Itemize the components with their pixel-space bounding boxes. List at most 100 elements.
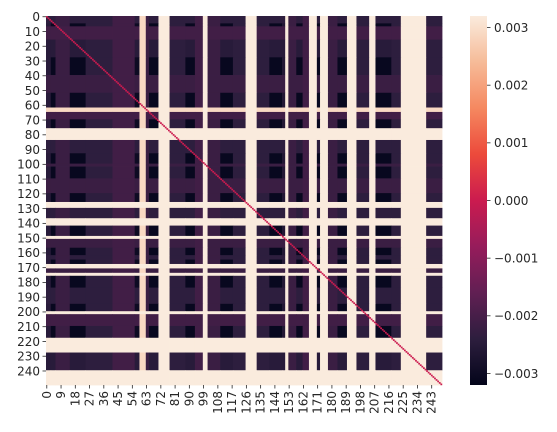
heatmap-cell bbox=[245, 238, 258, 249]
heatmap-cell bbox=[337, 314, 348, 327]
heatmap-cell bbox=[320, 178, 329, 194]
heatmap-cell bbox=[356, 57, 370, 76]
heatmap-cell bbox=[296, 39, 304, 58]
heatmap-cell bbox=[69, 139, 86, 154]
heatmap-cell bbox=[391, 255, 402, 260]
heatmap-cell bbox=[85, 325, 113, 339]
heatmap-cell bbox=[207, 119, 221, 129]
heatmap-cell bbox=[232, 178, 246, 194]
heatmap-cell bbox=[327, 325, 338, 339]
heatmap-cell bbox=[391, 57, 402, 76]
diagonal-cell bbox=[320, 271, 322, 274]
diagonal-cell bbox=[65, 33, 67, 36]
heatmap-cell bbox=[337, 337, 348, 353]
heatmap-cell bbox=[356, 166, 370, 179]
diagonal-cell bbox=[87, 54, 89, 57]
heatmap-cell bbox=[148, 201, 159, 209]
heatmap-cell bbox=[85, 225, 113, 237]
heatmap-cell bbox=[288, 370, 297, 386]
heatmap-cell bbox=[134, 153, 140, 164]
heatmap-cell bbox=[369, 153, 376, 164]
heatmap-cell bbox=[207, 325, 221, 339]
heatmap-cell bbox=[185, 275, 196, 288]
heatmap-cell bbox=[285, 287, 289, 305]
heatmap-cell bbox=[202, 16, 208, 24]
heatmap-cell bbox=[282, 255, 286, 260]
heatmap-cell bbox=[69, 275, 86, 288]
diagonal-cell bbox=[122, 86, 124, 89]
heatmap-cell bbox=[400, 311, 427, 315]
heatmap-cell bbox=[320, 16, 329, 24]
heatmap-cell bbox=[269, 303, 283, 312]
heatmap-cell bbox=[145, 370, 150, 386]
colorbar-tick-label: 0.002 bbox=[494, 78, 528, 92]
heatmap-cell bbox=[285, 92, 289, 108]
heatmap-cell bbox=[269, 26, 283, 41]
heatmap-cell bbox=[55, 225, 71, 237]
heatmap-cell bbox=[194, 287, 204, 305]
heatmap-cell bbox=[288, 166, 297, 179]
heatmap-cell bbox=[232, 259, 246, 265]
heatmap-cell bbox=[269, 111, 283, 120]
heatmap-cell bbox=[134, 39, 140, 58]
diagonal-cell bbox=[345, 294, 348, 297]
heatmap-cell bbox=[158, 247, 170, 256]
heatmap-cell bbox=[337, 193, 348, 203]
heatmap-cell bbox=[134, 23, 140, 27]
heatmap-cell bbox=[400, 111, 427, 120]
heatmap-cell bbox=[320, 218, 329, 226]
heatmap-cell bbox=[308, 352, 318, 371]
x-tick-label: 135 bbox=[254, 391, 268, 414]
heatmap-cell bbox=[139, 238, 147, 249]
heatmap-cell bbox=[158, 225, 170, 237]
heatmap-cell bbox=[139, 325, 147, 339]
heatmap-cell bbox=[185, 75, 196, 94]
diagonal-cell bbox=[307, 259, 310, 262]
heatmap-cell bbox=[285, 235, 289, 240]
heatmap-cell bbox=[112, 75, 136, 94]
heatmap-cell bbox=[69, 303, 86, 312]
heatmap-cell bbox=[369, 139, 376, 154]
heatmap-cell bbox=[285, 247, 289, 256]
heatmap-cell bbox=[308, 337, 318, 353]
heatmap-cell bbox=[148, 107, 159, 113]
heatmap-cell bbox=[269, 193, 283, 203]
diagonal-cell bbox=[155, 117, 158, 120]
heatmap-cell bbox=[185, 26, 196, 41]
heatmap-cell bbox=[400, 57, 427, 76]
heatmap-cell bbox=[158, 275, 170, 288]
diagonal-cell bbox=[370, 318, 373, 321]
heatmap-cell bbox=[369, 259, 376, 265]
heatmap-cell bbox=[139, 16, 147, 24]
heatmap-cell bbox=[112, 119, 136, 129]
heatmap-cell bbox=[391, 272, 402, 277]
heatmap-cell bbox=[296, 128, 304, 141]
heatmap-cell bbox=[245, 39, 258, 58]
heatmap-cell bbox=[400, 119, 427, 129]
heatmap-cell bbox=[282, 92, 286, 108]
heatmap-cell bbox=[112, 325, 136, 339]
heatmap-cell bbox=[282, 263, 286, 269]
diagonal-cell bbox=[362, 311, 365, 313]
diagonal-cell bbox=[256, 212, 259, 214]
heatmap-cell bbox=[308, 163, 318, 167]
diagonal-cell bbox=[183, 144, 186, 147]
heatmap-cell bbox=[337, 275, 348, 288]
heatmap-cell bbox=[285, 26, 289, 41]
diagonal-cell bbox=[286, 240, 289, 243]
heatmap-cell bbox=[232, 128, 246, 141]
heatmap-cell bbox=[185, 39, 196, 58]
diagonal-cell bbox=[137, 101, 140, 104]
heatmap-cell bbox=[256, 57, 270, 76]
heatmap-cell bbox=[139, 92, 147, 108]
heatmap-cell bbox=[148, 337, 159, 353]
heatmap-cell bbox=[69, 128, 86, 141]
diagonal-cell bbox=[209, 168, 211, 170]
heatmap-cell bbox=[134, 218, 140, 226]
heatmap-cell bbox=[346, 57, 357, 76]
heatmap-cell bbox=[302, 16, 310, 24]
heatmap-cell bbox=[356, 218, 370, 226]
heatmap-cell bbox=[302, 238, 310, 249]
heatmap-cell bbox=[232, 287, 246, 305]
heatmap-cell bbox=[46, 178, 52, 194]
